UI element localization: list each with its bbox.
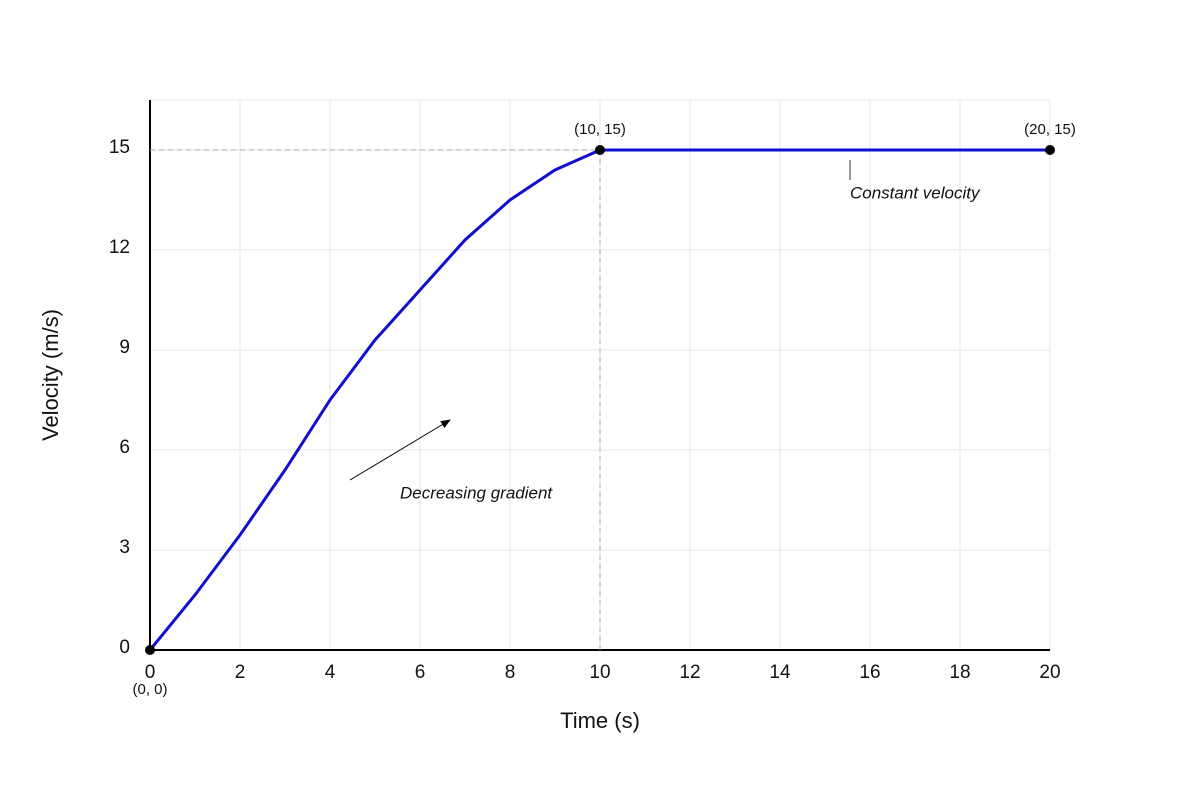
y-tick-label: 0 [119,637,130,658]
y-tick-label: 12 [109,237,130,258]
x-tick-label: 4 [325,662,336,683]
x-tick-label: 18 [949,662,970,683]
annotation: Decreasing gradient [400,483,553,502]
x-tick-label: 2 [235,662,246,683]
x-tick-label: 14 [769,662,791,683]
point-marker [1045,145,1055,155]
x-axis-label: Time (s) [560,708,640,733]
annotation-arrow [349,419,451,481]
y-tick-label: 3 [119,537,130,558]
y-tick-label: 6 [119,437,130,458]
point-marker [595,145,605,155]
y-tick-label: 9 [119,337,130,358]
y-axis-label: Velocity (m/s) [38,309,63,441]
x-tick-label: 10 [589,662,610,683]
x-tick-label: 6 [415,662,426,683]
point-label: (20, 15) [1024,121,1076,138]
y-tick-label: 15 [109,137,130,158]
x-tick-label: 8 [505,662,516,683]
x-tick-label: 20 [1039,662,1060,683]
x-tick-label: 16 [859,662,880,683]
x-tick-label: 12 [679,662,700,683]
point-marker [145,645,155,655]
x-tick-label: 0 [145,662,156,683]
point-label: (0, 0) [132,681,167,698]
data-line [148,148,1050,651]
point-label: (10, 15) [574,121,626,138]
annotation: Constant velocity [850,183,981,202]
